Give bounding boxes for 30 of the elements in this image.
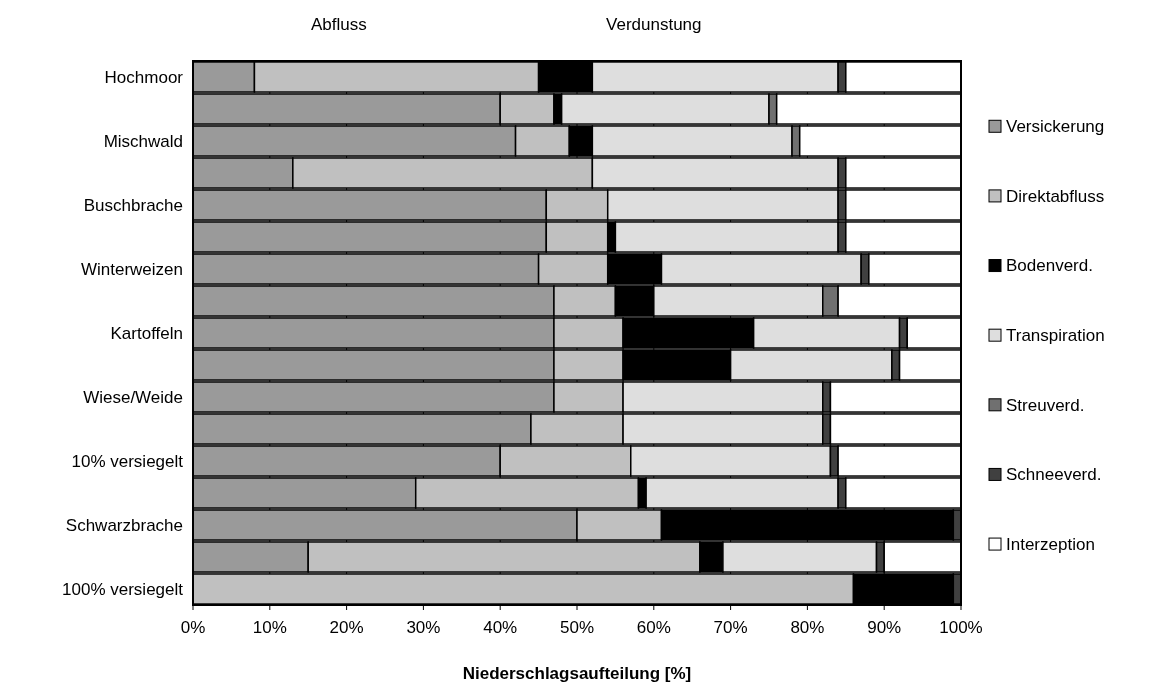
x-tick-label: 0%: [180, 618, 206, 637]
x-tick-label: 60%: [636, 618, 671, 637]
y-tick-label: 100% versiegelt: [62, 579, 184, 599]
text: Abfluss: [311, 15, 367, 34]
y-tick-label: Schwarzbrache: [65, 515, 183, 535]
x-tick-label: 90%: [867, 618, 902, 637]
x-tick-label: 70%: [713, 618, 748, 637]
y-tick-label: Kartoffeln: [110, 323, 183, 343]
x-tick-label: 80%: [790, 618, 825, 637]
x-tick-label: 20%: [329, 618, 364, 637]
x-tick-label: 30%: [406, 618, 441, 637]
legend-label: Streuverd.: [1006, 395, 1085, 415]
x-tick-label: 40%: [483, 618, 518, 637]
y-tick-label: Wiese/Weide: [83, 387, 183, 407]
x-tick-label: 100%: [939, 618, 983, 637]
x-axis-title: Niederschlagsaufteilung [%]: [462, 664, 692, 683]
legend-label: Transpiration: [1006, 326, 1105, 346]
legend-label: Versickerung: [1006, 117, 1105, 137]
x-tick-label: 10%: [252, 618, 287, 637]
legend-label: Bodenverd.: [1006, 256, 1093, 276]
y-tick-label: Winterweizen: [80, 259, 183, 279]
legend-label: Schneeverd.: [1006, 465, 1102, 485]
legend-label: Interzeption: [1006, 535, 1095, 555]
legend-label: Direktabfluss: [1006, 186, 1105, 206]
y-tick-label: 10% versiegelt: [71, 451, 184, 471]
x-tick-label: 50%: [559, 618, 595, 637]
y-tick-label: Buschbrache: [83, 195, 183, 215]
y-tick-label: Hochmoor: [104, 67, 184, 87]
text: Verdunstung: [606, 15, 702, 34]
y-tick-label: Mischwald: [103, 131, 183, 151]
